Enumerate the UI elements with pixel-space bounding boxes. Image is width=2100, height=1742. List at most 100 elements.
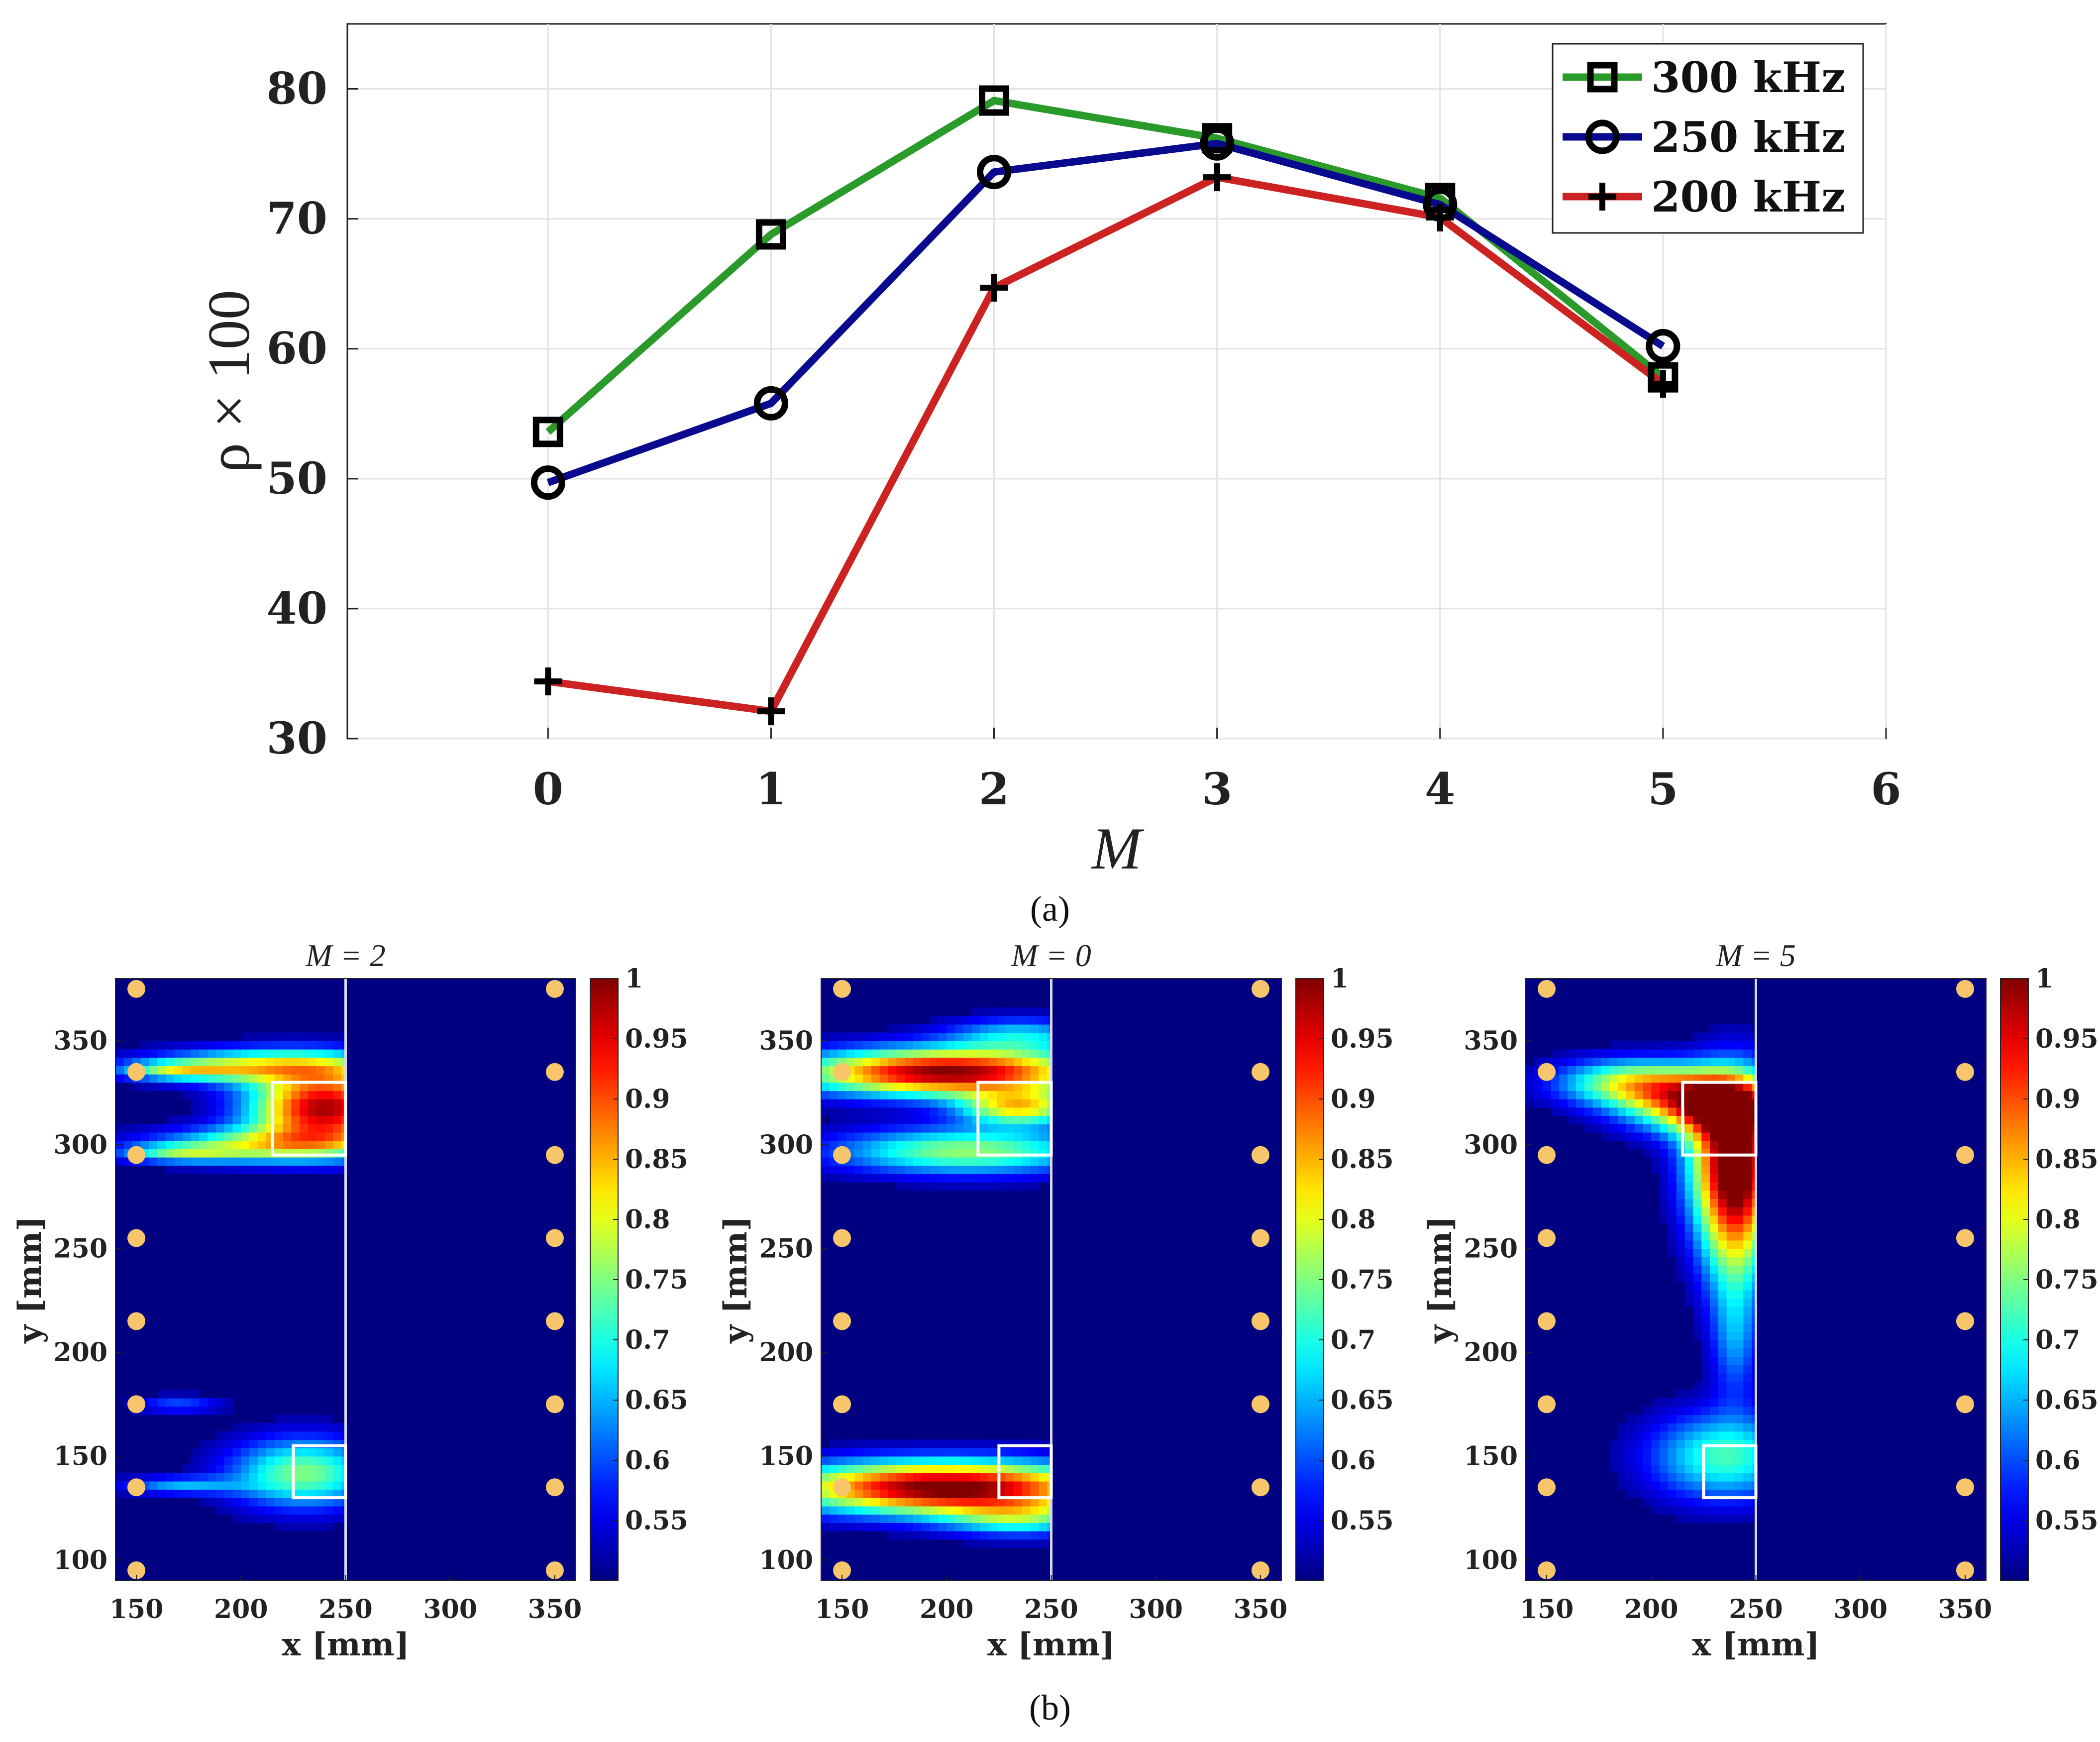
heatmap-cell — [174, 1473, 183, 1482]
heatmap-cell — [1651, 1074, 1660, 1083]
heatmap-cell — [997, 1132, 1006, 1141]
heatmap-cell — [249, 1506, 258, 1515]
heatmap-cell — [115, 1124, 124, 1133]
heatmap-cell — [257, 1481, 267, 1490]
heatmap-cell — [1710, 1206, 1719, 1216]
heatmap-cell — [896, 1082, 905, 1091]
heatmap-cell — [921, 1182, 931, 1191]
heatmap-cell — [1551, 1099, 1560, 1108]
x-tick-label: 4 — [1425, 763, 1455, 815]
heatmap-cell — [854, 1506, 863, 1515]
heatmap-cell — [1601, 1115, 1610, 1124]
heatmap-cell — [1752, 1514, 1757, 1523]
heatmap-cell — [300, 1165, 309, 1175]
heatmap-cell — [838, 1456, 847, 1465]
heatmap-cell — [988, 1165, 997, 1175]
heatmap-cell — [341, 1464, 346, 1473]
heatmap-cell — [215, 1066, 225, 1075]
heatmap-cell — [1726, 1348, 1736, 1357]
heatmap-cell — [1022, 1066, 1031, 1075]
heatmap-cell — [905, 1049, 914, 1058]
heatmap-cell — [821, 1099, 830, 1108]
heatmap-cell — [1618, 1431, 1627, 1440]
heatmap-cell — [208, 1489, 216, 1498]
heatmap-cell — [283, 1415, 292, 1423]
heatmap-cell — [971, 1157, 981, 1166]
heatmap-cell — [1710, 1365, 1719, 1374]
heatmap-cell — [879, 1149, 889, 1158]
heatmap-cell — [208, 1057, 216, 1067]
heatmap-cell — [930, 1456, 939, 1465]
heatmap-cell — [1752, 1390, 1757, 1399]
heatmap-cell — [149, 1140, 158, 1149]
heatmap-cell — [1559, 1066, 1568, 1075]
y-tick-label: 300 — [1464, 1130, 1518, 1160]
heatmap-cell — [165, 1049, 175, 1058]
heatmap-cell — [1676, 1240, 1685, 1249]
heatmap-cell — [1743, 1298, 1752, 1307]
heatmap-cell — [1626, 1090, 1635, 1099]
heatmap-cell — [955, 1082, 964, 1091]
heatmap-cell — [1047, 1514, 1052, 1523]
heatmap-cell — [1651, 1447, 1660, 1457]
heatmap-cell — [896, 1090, 905, 1099]
heatmap-cell — [1735, 1215, 1744, 1224]
heatmap-cell — [879, 1074, 889, 1083]
heatmap-cell — [208, 1447, 216, 1457]
heatmap-cell — [115, 1066, 124, 1075]
heatmap-cell — [1022, 1082, 1031, 1091]
heatmap-cell — [1710, 1273, 1719, 1282]
colorbar-tick-label: 0.9 — [2035, 1084, 2080, 1114]
heatmap-cell — [921, 1165, 931, 1175]
heatmap-cell — [1626, 1082, 1635, 1091]
heatmap-cell — [1047, 1115, 1052, 1124]
heatmap-cell — [1710, 1024, 1719, 1033]
heatmap-cell — [854, 1165, 863, 1175]
heatmap-cell — [224, 1456, 233, 1465]
heatmap-cell — [115, 1049, 124, 1058]
heatmap-cell — [829, 1082, 839, 1091]
heatmap-cell — [308, 1066, 317, 1075]
heatmap-cell — [1047, 1174, 1052, 1183]
heatmap-cell — [1584, 1082, 1593, 1091]
heatmap-cell — [1735, 1340, 1744, 1349]
heatmap-cell — [913, 1481, 922, 1490]
heatmap-cell — [1726, 1290, 1736, 1299]
heatmap-cell — [208, 1132, 216, 1141]
heatmap-cell — [1668, 1456, 1677, 1465]
heatmap-cell — [199, 1041, 208, 1050]
heatmap-cell — [1651, 1057, 1660, 1067]
heatmap-cell — [988, 1439, 997, 1448]
heatmap-cell — [1643, 1149, 1652, 1158]
heatmap-cell — [249, 1165, 258, 1175]
heatmap-cell — [838, 1082, 847, 1091]
y-tick-label: 250 — [1464, 1233, 1518, 1264]
heatmap-cell — [149, 1398, 158, 1407]
heatmap-cell — [1676, 1481, 1685, 1490]
heatmap-cell — [308, 1115, 317, 1124]
y-tick-label: 300 — [759, 1130, 813, 1160]
heatmap-cell — [879, 1447, 889, 1457]
heatmap-cell — [946, 1473, 955, 1482]
heatmap-cell — [930, 1182, 939, 1191]
heatmap-cell — [308, 1090, 317, 1099]
heatmap-cell — [988, 1016, 997, 1025]
heatmap-cell — [1701, 1273, 1710, 1282]
legend-entry-label: 250 kHz — [1651, 112, 1845, 162]
heatmap-cell — [1618, 1041, 1627, 1050]
sensor-dot — [833, 1229, 851, 1247]
heatmap-cell — [1710, 1290, 1719, 1299]
heatmap-cell — [1752, 1422, 1757, 1432]
heatmap-cell — [241, 1057, 250, 1067]
heatmap-cell — [946, 1506, 955, 1515]
heatmap-cell — [1668, 1489, 1677, 1498]
heatmap-cell — [1676, 1489, 1685, 1498]
heatmap-cell — [1718, 1390, 1727, 1399]
heatmap-cell — [232, 1049, 242, 1058]
heatmap-cell — [863, 1439, 872, 1448]
heatmap-cell — [165, 1140, 175, 1149]
heatmap-cell — [1013, 1165, 1023, 1175]
heatmap-cell — [341, 1049, 346, 1058]
heatmap-cell — [963, 1165, 972, 1175]
heatmap-cell — [308, 1041, 317, 1050]
